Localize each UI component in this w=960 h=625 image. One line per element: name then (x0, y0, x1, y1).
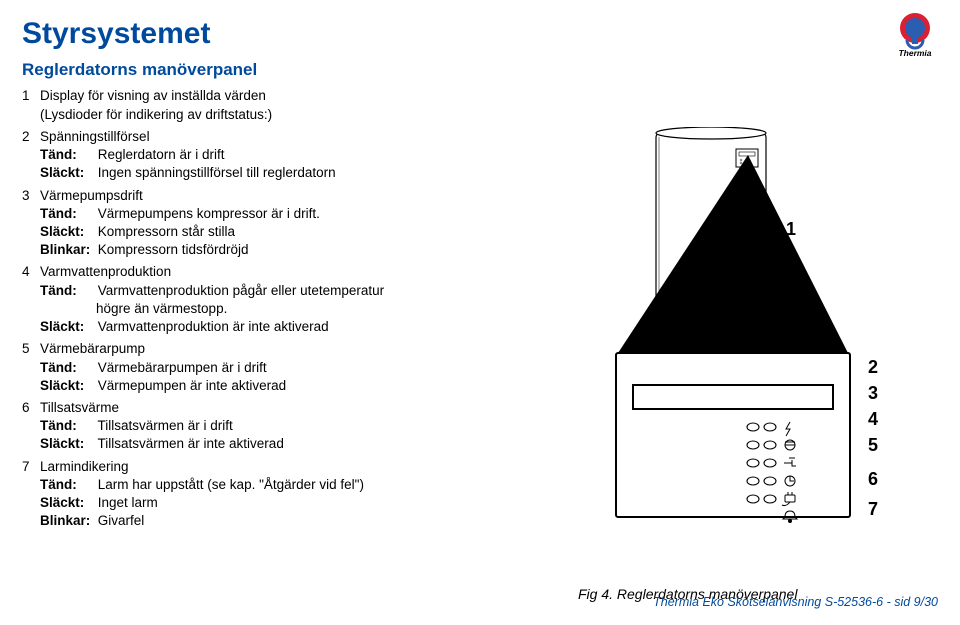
item-number: 6 (22, 399, 40, 417)
item-label: Varmvattenproduktion (40, 263, 171, 281)
list-item: 6TillsatsvärmeTänd: Tillsatsvärmen är i … (22, 399, 582, 454)
item-number: 5 (22, 340, 40, 358)
page-subtitle: Reglerdatorns manöverpanel (22, 59, 938, 82)
item-state: högre än värmestopp. (40, 300, 582, 318)
item-list: 1Display för visning av inställda värden… (22, 87, 582, 534)
item-state: Tänd: Värmebärarpumpen är i drift (40, 359, 582, 377)
list-item: 7LarmindikeringTänd: Larm har uppstått (… (22, 458, 582, 531)
item-number: 4 (22, 263, 40, 281)
svg-text:3: 3 (868, 383, 878, 403)
list-item: 1Display för visning av inställda värden… (22, 87, 582, 123)
item-label: Värmepumpsdrift (40, 187, 143, 205)
item-state: Blinkar: Givarfel (40, 512, 582, 530)
list-item: 3VärmepumpsdriftTänd: Värmepumpens kompr… (22, 187, 582, 260)
item-state: Släckt: Ingen spänningstillförsel till r… (40, 164, 582, 182)
list-item: 2SpänningstillförselTänd: Reglerdatorn ä… (22, 128, 582, 183)
svg-text:6: 6 (868, 469, 878, 489)
item-state: Tänd: Larm har uppstått (se kap. "Åtgärd… (40, 476, 582, 494)
list-item: 4VarmvattenproduktionTänd: Varmvattenpro… (22, 263, 582, 336)
item-label: Display för visning av inställda värden (40, 87, 266, 105)
item-state: Släckt: Värmepumpen är inte aktiverad (40, 377, 582, 395)
brand-logo: Thermia (886, 8, 944, 71)
item-label: Larmindikering (40, 458, 129, 476)
item-state: Tänd: Reglerdatorn är i drift (40, 146, 582, 164)
list-item: 5VärmebärarpumpTänd: Värmebärarpumpen är… (22, 340, 582, 395)
svg-text:2: 2 (868, 357, 878, 377)
svg-text:4: 4 (868, 409, 878, 429)
item-state: Tänd: Varmvattenproduktion pågår eller u… (40, 282, 582, 300)
svg-text:Thermia: Thermia (898, 48, 931, 58)
item-state: Blinkar: Kompressorn tidsfördröjd (40, 241, 582, 259)
svg-text:5: 5 (868, 435, 878, 455)
item-number: 7 (22, 458, 40, 476)
figure: 1 2 3 4 5 6 7 Fig 4. Reglerdatorns manöv… (578, 127, 908, 603)
svg-text:1: 1 (786, 219, 796, 239)
item-number: 2 (22, 128, 40, 146)
item-label: Tillsatsvärme (40, 399, 119, 417)
item-state: Tänd: Värmepumpens kompressor är i drift… (40, 205, 582, 223)
item-state: Släckt: Inget larm (40, 494, 582, 512)
item-paren: (Lysdioder för indikering av driftstatus… (40, 106, 582, 124)
item-number: 3 (22, 187, 40, 205)
item-state: Släckt: Varmvattenproduktion är inte akt… (40, 318, 582, 336)
page-title: Styrsystemet (22, 14, 938, 55)
item-label: Värmebärarpump (40, 340, 145, 358)
svg-text:7: 7 (868, 499, 878, 519)
item-label: Spänningstillförsel (40, 128, 150, 146)
page-footer: Thermia Eko Skötselanvisning S-52536-6 -… (653, 594, 938, 611)
item-state: Släckt: Tillsatsvärmen är inte aktiverad (40, 435, 582, 453)
item-state: Tänd: Tillsatsvärmen är i drift (40, 417, 582, 435)
item-number: 1 (22, 87, 40, 105)
item-state: Släckt: Kompressorn står stilla (40, 223, 582, 241)
